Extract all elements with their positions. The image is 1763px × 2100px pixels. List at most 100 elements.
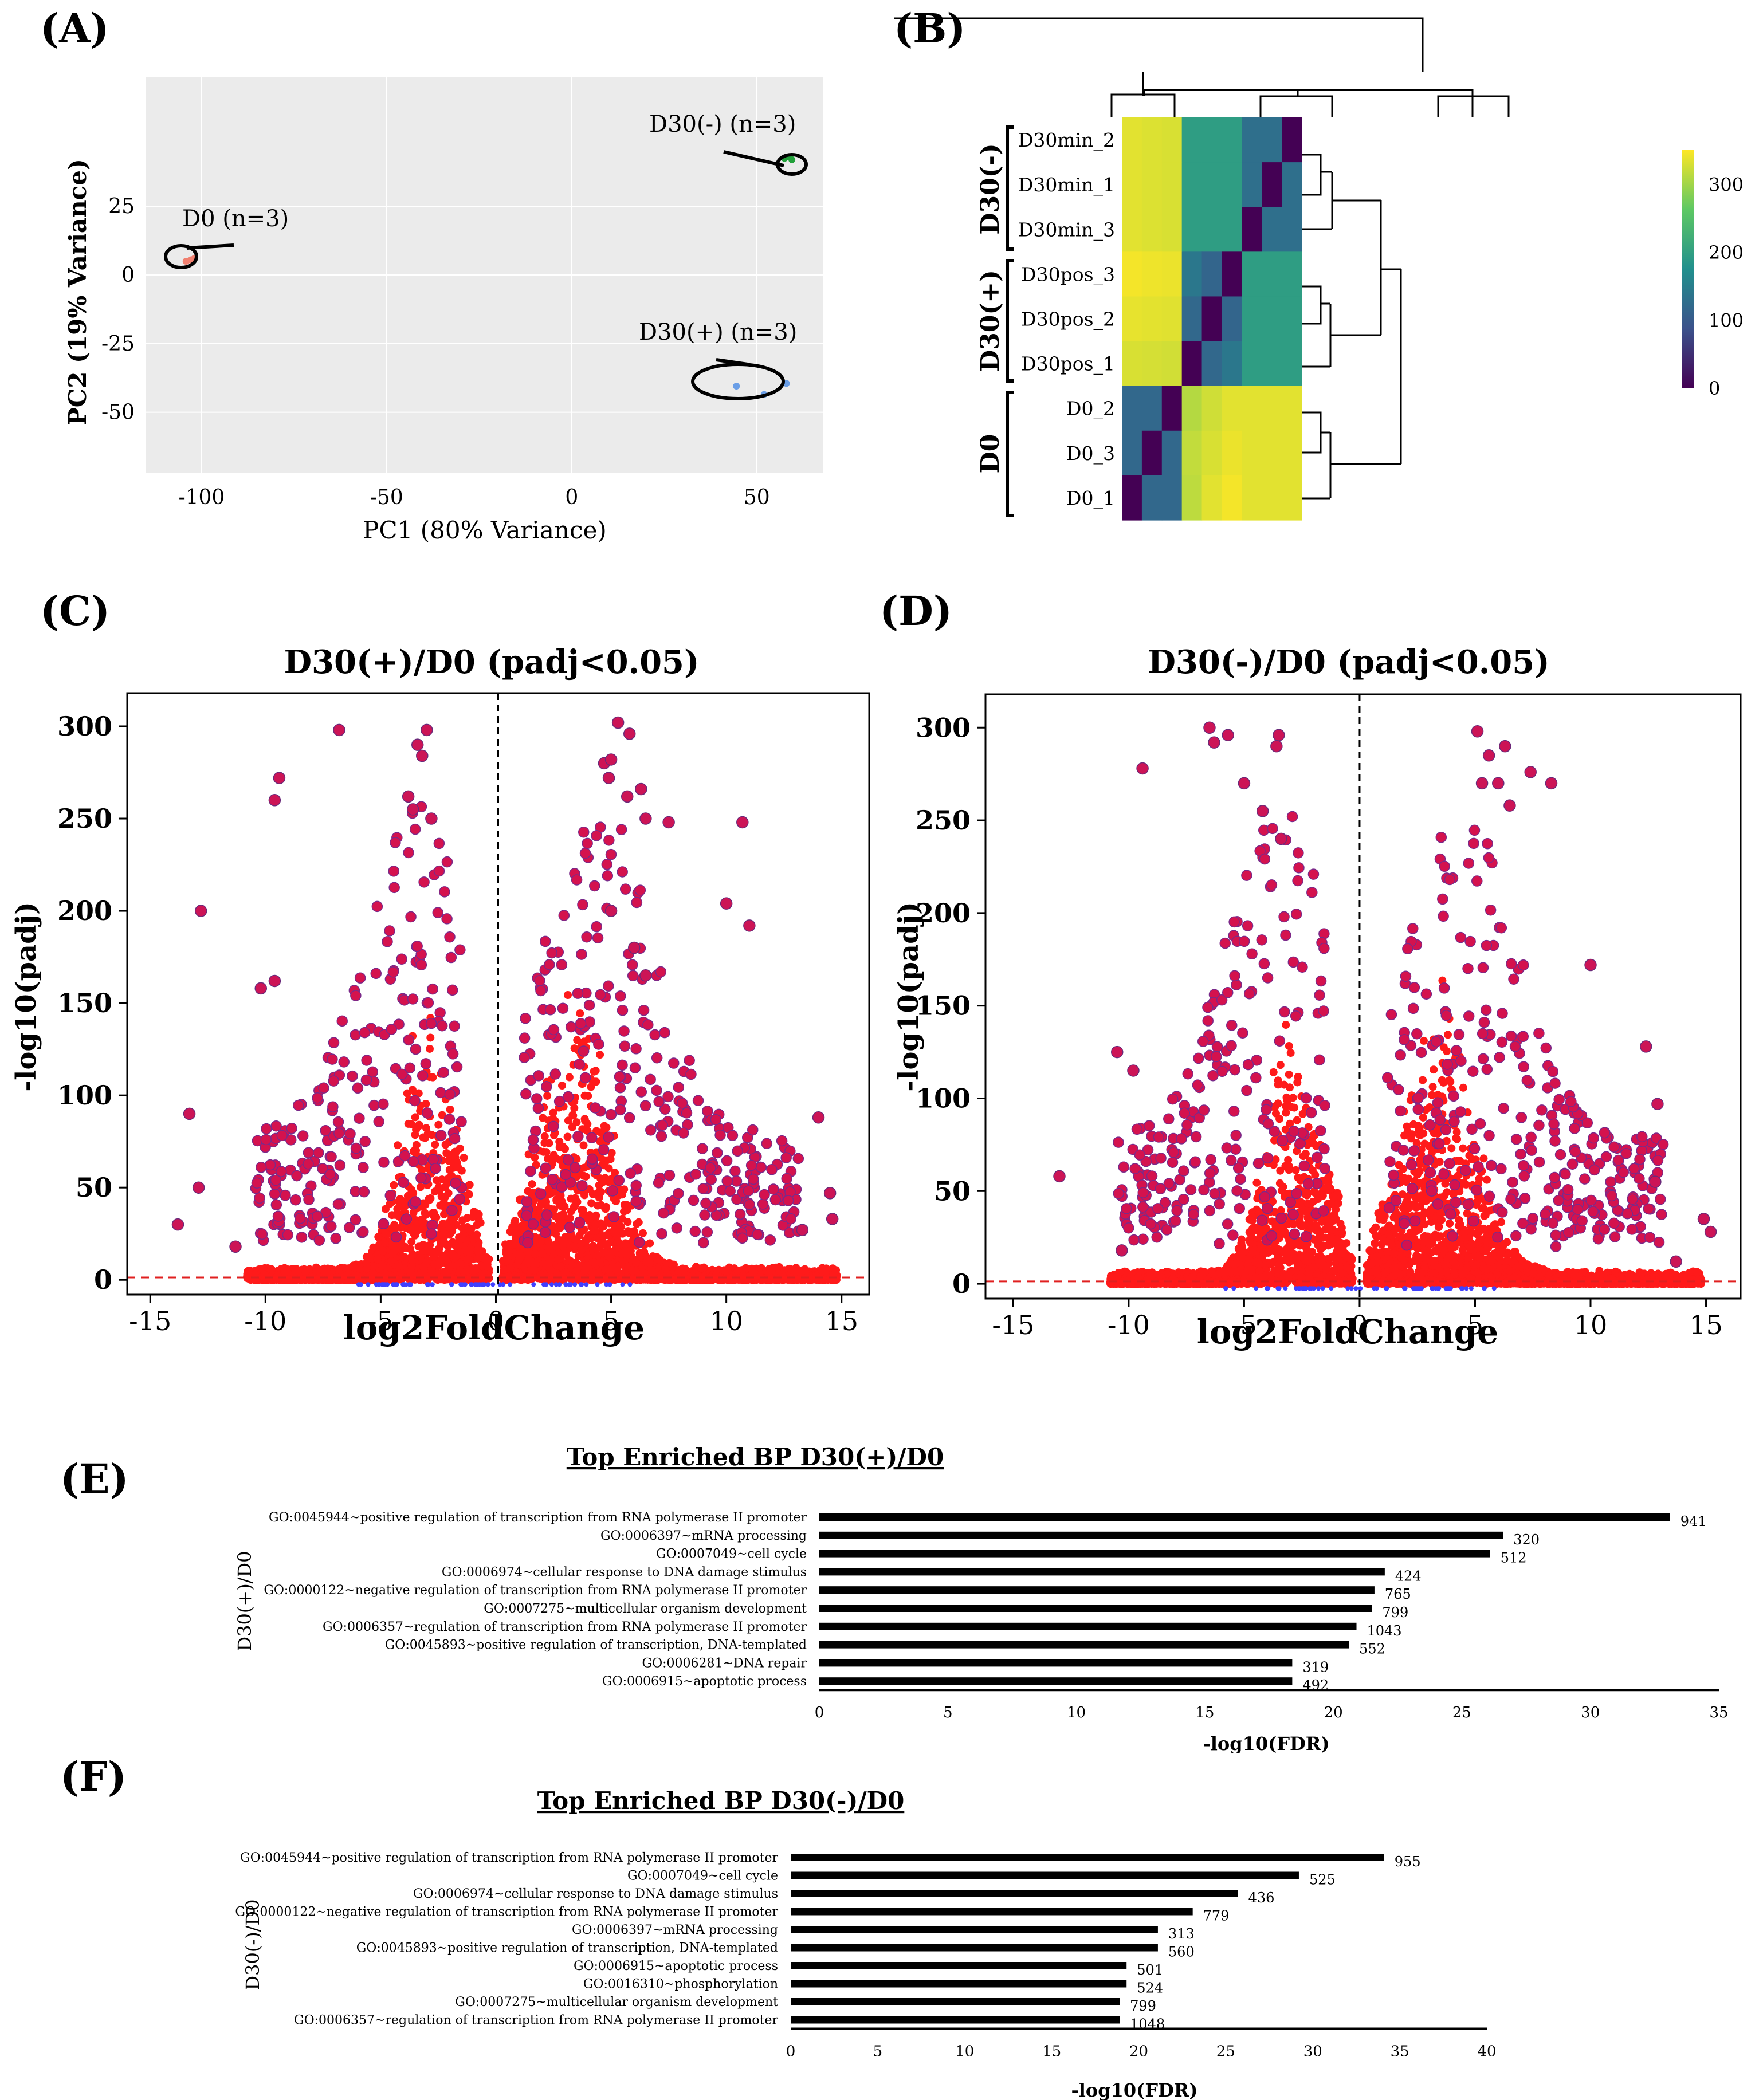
volcano-gene-point — [557, 1002, 569, 1014]
volcano-gene-point — [607, 1185, 618, 1197]
volcano-gene-point — [362, 1264, 371, 1273]
volcano-gene-point — [427, 1269, 436, 1277]
volcano-gene-point — [440, 1233, 449, 1241]
pca-label-d0: D0 (n=3) — [182, 206, 289, 232]
heatmap-cell — [1122, 475, 1142, 521]
volcano-gene-point — [274, 1272, 282, 1280]
volcano-gene-point — [586, 1153, 598, 1165]
volcano-gene-point — [358, 1162, 369, 1173]
volcano-gene-point — [747, 1124, 759, 1136]
volcano-y-tick-label: 50 — [76, 1172, 112, 1203]
volcano-gene-point — [347, 1070, 358, 1082]
volcano-outlier-point — [736, 816, 749, 829]
volcano-gene-point — [629, 1062, 641, 1074]
volcano-gene-point — [284, 1275, 293, 1283]
volcano-nonsig-point — [400, 1282, 406, 1287]
volcano-gene-point — [447, 984, 458, 996]
volcano-gene-point — [290, 1194, 301, 1206]
volcano-gene-point — [539, 1114, 547, 1122]
volcano-gene-point — [327, 1053, 338, 1065]
volcano-outlier-point — [194, 905, 207, 917]
volcano-gene-point — [430, 1163, 441, 1174]
volcano-gene-point — [766, 1163, 778, 1175]
volcano-nonsig-point — [568, 1282, 574, 1287]
heatmap-cell — [1122, 296, 1142, 342]
volcano-gene-point — [562, 1091, 574, 1103]
volcano-gene-point — [403, 1034, 414, 1046]
volcano-gene-point — [382, 936, 393, 947]
volcano-gene-point — [407, 1155, 419, 1167]
volcano-outlier-point — [171, 1218, 184, 1231]
volcano-gene-point — [425, 1017, 437, 1029]
volcano-outlier-point — [229, 1240, 242, 1253]
heatmap-cell — [1282, 117, 1302, 163]
volcano-gene-point — [332, 1198, 344, 1210]
volcano-gene-point — [267, 1265, 276, 1273]
volcano-gene-point — [548, 1024, 560, 1036]
volcano-gene-point — [581, 1116, 590, 1125]
volcano-gene-point — [617, 1059, 628, 1071]
volcano-outlier-point — [628, 941, 641, 954]
volcano-gene-point — [632, 1258, 641, 1267]
heatmap-cell — [1262, 207, 1282, 252]
volcano-gene-point — [478, 1262, 487, 1271]
volcano-gene-point — [559, 1210, 568, 1218]
volcano-gene-point — [443, 1114, 456, 1125]
volcano-gene-point — [651, 1052, 663, 1064]
volcano-gene-point — [416, 1183, 425, 1191]
volcano-gene-point — [618, 1275, 626, 1283]
volcano-gene-point — [522, 1237, 533, 1249]
volcano-gene-point — [531, 1093, 543, 1104]
volcano-gene-point — [434, 1120, 443, 1129]
volcano-gene-point — [732, 1145, 743, 1157]
volcano-gene-point — [558, 910, 570, 921]
volcano-gene-point — [584, 1215, 592, 1224]
volcano-gene-point — [729, 1165, 741, 1177]
volcano-gene-point — [532, 1161, 540, 1169]
heatmap-cell — [1282, 386, 1302, 431]
volcano-gene-point — [378, 1261, 386, 1269]
heatmap-row-label: D30pos_1 — [1021, 353, 1115, 376]
heatmap-cell — [1282, 296, 1302, 342]
volcano-gene-point — [625, 1167, 637, 1179]
volcano-gene-point — [327, 1101, 339, 1112]
heatmap-cell — [1161, 251, 1183, 297]
volcano-gene-point — [388, 1241, 396, 1249]
volcano-gene-point — [414, 1089, 423, 1098]
volcano-gene-point — [531, 1153, 539, 1162]
volcano-gene-point — [378, 1098, 389, 1110]
volcano-gene-point — [792, 1153, 804, 1165]
heatmap-colorbar-tick: 200 — [1709, 242, 1744, 264]
volcano-gene-point — [544, 1004, 556, 1016]
volcano-gene-point — [426, 1033, 435, 1042]
volcano-gene-point — [548, 1120, 559, 1132]
volcano-gene-point — [577, 1206, 586, 1214]
heatmap-cell — [1161, 430, 1183, 476]
volcano-gene-point — [474, 1248, 483, 1256]
volcano-gene-point — [315, 1273, 323, 1282]
pca-x-tick-label: 0 — [565, 486, 578, 509]
volcano-gene-point — [551, 1212, 560, 1221]
volcano-gene-point — [256, 1228, 268, 1240]
volcano-gene-point — [761, 1138, 773, 1150]
heatmap-cell — [1222, 117, 1242, 163]
volcano-gene-point — [520, 1013, 531, 1024]
volcano-gene-point — [564, 1116, 572, 1125]
heatmap-cell — [1122, 386, 1142, 431]
volcano-gene-point — [393, 1205, 402, 1213]
volcano-nonsig-point — [544, 1282, 549, 1287]
volcano-gene-point — [608, 1211, 620, 1222]
volcano-gene-point — [270, 1174, 282, 1186]
heatmap-row-label: D30pos_3 — [1021, 263, 1115, 286]
volcano-c-frame — [126, 692, 870, 1296]
heatmap-cell — [1242, 117, 1262, 163]
volcano-gene-point — [451, 1061, 463, 1073]
volcano-gene-point — [373, 1255, 382, 1264]
volcano-nonsig-point — [430, 1282, 435, 1287]
volcano-gene-point — [399, 1150, 411, 1162]
volcano-gene-point — [350, 1142, 362, 1154]
volcano-nonsig-point — [449, 1282, 454, 1287]
pca-x-axis-label: PC1 (80% Variance) — [363, 516, 606, 544]
volcano-gene-point — [617, 1250, 626, 1259]
volcano-gene-point — [586, 1132, 598, 1144]
